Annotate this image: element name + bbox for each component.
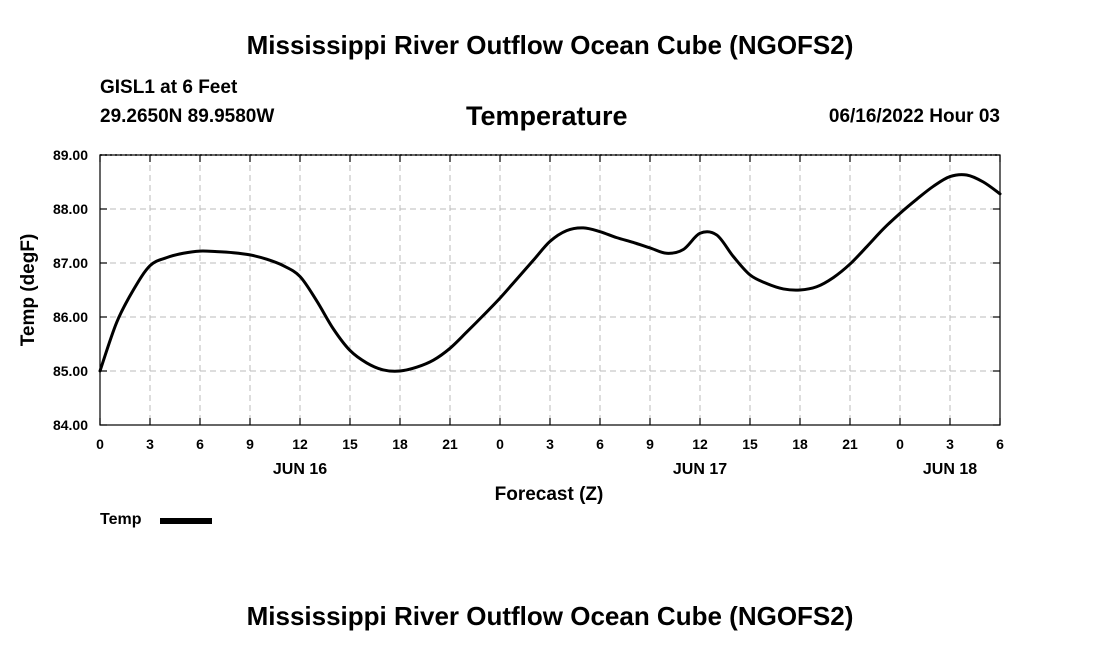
x-tick-label: 9	[646, 436, 654, 452]
x-tick-label: 12	[292, 436, 308, 452]
x-tick-label: 0	[96, 436, 104, 452]
y-tick-label: 84.00	[53, 417, 88, 433]
y-tick-label: 87.00	[53, 255, 88, 271]
station-coordinates: 29.2650N 89.9580W	[100, 106, 275, 127]
y-tick-label: 88.00	[53, 201, 88, 217]
x-tick-label: 3	[946, 436, 954, 452]
tick-label-layer: 0 3 6 9 12 15 18 21 0 3 6 9 12 15 18 21 0 3 6 84.00 85.00 86.…	[53, 147, 1004, 478]
x-tick-label: 21	[842, 436, 858, 452]
legend-temp-label: Temp	[100, 511, 142, 528]
x-tick-label: 15	[742, 436, 758, 452]
chart-subtitle: Temperature	[466, 101, 628, 131]
legend-temp-swatch	[160, 518, 212, 524]
x-tick-label: 9	[246, 436, 254, 452]
day-label: JUN 18	[923, 461, 977, 478]
x-tick-label: 15	[342, 436, 358, 452]
forecast-datetime: 06/16/2022 Hour 03	[828, 106, 1000, 127]
chart-main-title: Mississippi River Outflow Ocean Cube (NG…	[246, 30, 854, 60]
day-label: JUN 17	[673, 461, 727, 478]
x-tick-label: 0	[896, 436, 904, 452]
x-axis-label: Forecast (Z)	[495, 484, 604, 505]
x-tick-label: 12	[692, 436, 708, 452]
day-label: JUN 16	[273, 461, 327, 478]
x-tick-label: 3	[546, 436, 554, 452]
tick-layer	[99, 154, 1001, 426]
x-tick-label: 0	[496, 436, 504, 452]
y-axis-label: Temp (degF)	[18, 234, 39, 347]
x-tick-label: 3	[146, 436, 154, 452]
x-tick-label: 6	[196, 436, 204, 452]
chart-main-title-repeat: Mississippi River Outflow Ocean Cube (NG…	[246, 601, 854, 631]
x-tick-label: 21	[442, 436, 458, 452]
y-tick-label: 85.00	[53, 363, 88, 379]
y-tick-label: 86.00	[53, 309, 88, 325]
temp-series-line	[98, 173, 1002, 373]
y-tick-label: 89.00	[53, 147, 88, 163]
station-label: GISL1 at 6 Feet	[100, 77, 238, 98]
x-tick-label: 18	[792, 436, 808, 452]
x-tick-label: 6	[596, 436, 604, 452]
x-tick-label: 6	[996, 436, 1004, 452]
grid-layer	[100, 155, 1000, 425]
x-tick-label: 18	[392, 436, 408, 452]
